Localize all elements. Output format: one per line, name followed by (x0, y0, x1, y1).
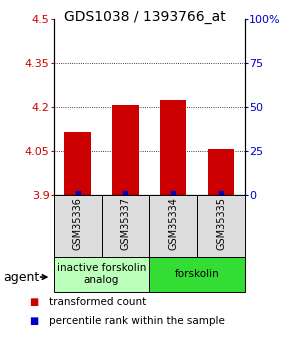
Bar (208, 149, 234, 195)
Text: ■: ■ (29, 297, 38, 307)
Text: GSM35337: GSM35337 (120, 197, 130, 250)
Bar (160, 100, 186, 195)
Text: GSM35335: GSM35335 (216, 197, 226, 250)
Text: transformed count: transformed count (49, 297, 146, 307)
Bar (197, 195, 245, 257)
Bar (102, 195, 149, 257)
Text: ■: ■ (29, 316, 38, 326)
Text: inactive forskolin
analog: inactive forskolin analog (57, 264, 146, 285)
Text: GDS1038 / 1393766_at: GDS1038 / 1393766_at (64, 10, 226, 24)
Text: agent: agent (3, 271, 39, 284)
Bar (54, 195, 102, 257)
Bar (64, 132, 91, 195)
Text: GSM35334: GSM35334 (168, 197, 178, 250)
Bar (54, 257, 149, 292)
Bar (149, 195, 197, 257)
Bar (149, 257, 245, 292)
Text: percentile rank within the sample: percentile rank within the sample (49, 316, 225, 326)
Bar (112, 106, 139, 195)
Text: GSM35336: GSM35336 (72, 197, 83, 250)
Text: forskolin: forskolin (175, 269, 220, 279)
